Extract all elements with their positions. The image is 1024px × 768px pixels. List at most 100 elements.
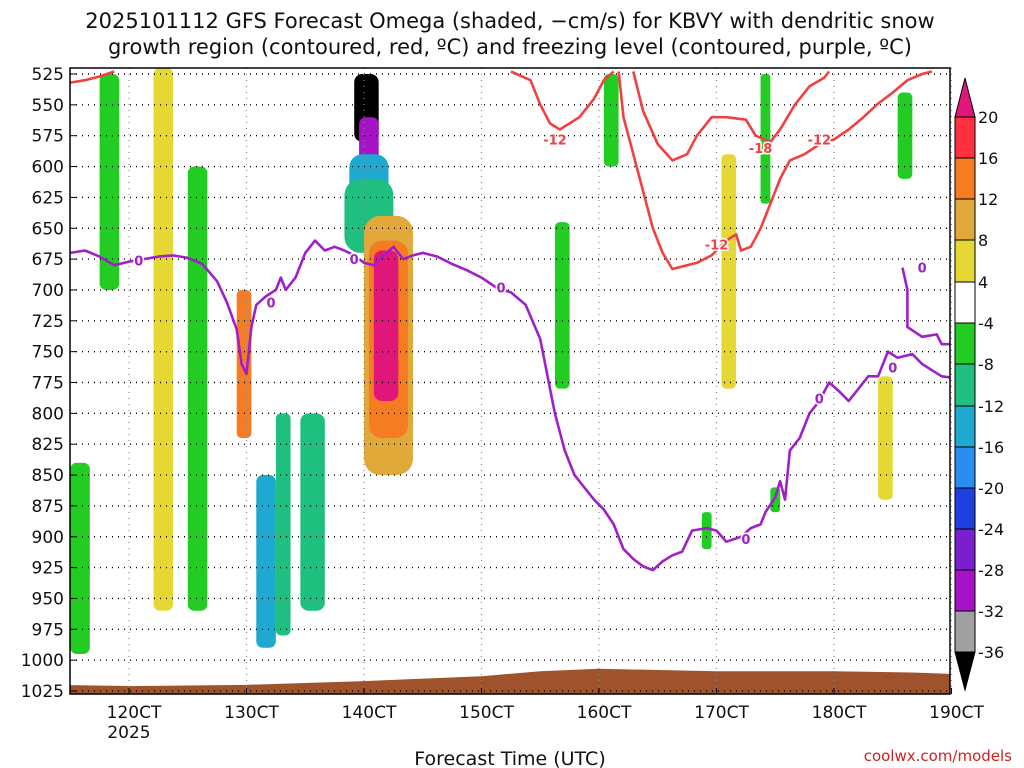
colorbar-swatch xyxy=(954,528,976,571)
x-tick-label: 170CT xyxy=(694,703,749,723)
dgz-contour-minus12-right xyxy=(510,70,615,131)
contour-label: 0 xyxy=(741,533,750,548)
contour-label: 0 xyxy=(497,281,506,296)
colorbar-tick-label: -4 xyxy=(978,314,994,333)
y-tick-label: 800 xyxy=(32,404,64,424)
colorbar-tick-label: 16 xyxy=(978,149,998,168)
colorbar-tick-label: 20 xyxy=(978,108,998,127)
contour-label: 0 xyxy=(134,254,143,269)
colorbar-swatch xyxy=(954,239,976,283)
colorbar-swatch xyxy=(954,487,976,530)
omega-region xyxy=(701,512,712,550)
y-axis-ticks: 525 550 575 600 625 650 675 700 725 750 775 800 825 8… xyxy=(21,65,76,702)
x-tick-label: 150CT xyxy=(459,703,514,723)
y-tick-label: 850 xyxy=(32,466,64,486)
colorbar-tick-label: -20 xyxy=(978,479,1004,498)
y-tick-label: 775 xyxy=(32,374,64,394)
y-tick-label: 600 xyxy=(32,158,64,178)
y-tick-label: 675 xyxy=(32,250,64,270)
colorbar-tick-label: -16 xyxy=(978,438,1004,457)
colorbar-tick-label: -8 xyxy=(978,355,994,374)
omega-region xyxy=(721,154,737,389)
colorbar-tick-label: -24 xyxy=(978,520,1004,539)
dgz-contour-minus12-lower xyxy=(617,70,933,271)
colorbar-swatch xyxy=(954,322,976,365)
colorbar-swatch xyxy=(954,281,976,324)
x-tick-label: 120CT xyxy=(107,703,162,723)
y-tick-label: 875 xyxy=(32,497,64,517)
x-tick-label: 130CT xyxy=(224,703,279,723)
colorbar-swatch xyxy=(954,610,976,653)
colorbar-tick-label: 12 xyxy=(978,190,998,209)
freezing-level-contour-branch xyxy=(901,267,950,346)
colorbar-tick-label: 8 xyxy=(978,231,988,250)
y-tick-label: 975 xyxy=(32,620,64,640)
y-tick-label: 1025 xyxy=(21,682,64,702)
contour-label: 0 xyxy=(266,296,275,311)
grid-lines xyxy=(70,68,953,694)
y-tick-label: 1000 xyxy=(21,651,64,671)
plot-frame xyxy=(69,67,951,695)
colorbar-swatch xyxy=(954,569,976,612)
colorbar-tick-label: 4 xyxy=(978,273,988,292)
colorbar-swatch xyxy=(954,198,976,241)
contour-label: 0 xyxy=(815,393,824,408)
omega-region xyxy=(256,475,276,648)
contour-lines xyxy=(70,70,950,572)
y-tick-label: 725 xyxy=(32,312,64,332)
omega-region xyxy=(236,289,252,439)
omega-region xyxy=(300,413,325,611)
dgz-contour-minus12-left xyxy=(70,70,115,84)
y-tick-label: 550 xyxy=(32,96,64,116)
contour-label: -12 xyxy=(808,133,832,148)
y-tick-label: 900 xyxy=(32,528,64,548)
omega-region xyxy=(187,166,208,611)
colorbar-bottom-triangle xyxy=(954,651,976,692)
y-tick-label: 575 xyxy=(32,127,64,147)
colorbar-tick-label: -12 xyxy=(978,397,1004,416)
colorbar-swatch xyxy=(954,363,976,407)
contour-label: 0 xyxy=(918,262,927,277)
x-tick-label: 180CT xyxy=(812,703,867,723)
y-tick-label: 925 xyxy=(32,559,64,579)
y-tick-label: 750 xyxy=(32,343,64,363)
site-credit: coolwx.com/models xyxy=(864,747,1012,765)
omega-region xyxy=(878,376,893,500)
omega-region xyxy=(373,250,399,402)
terrain-fill xyxy=(70,668,950,694)
freezing-level-contour xyxy=(70,239,950,572)
x-year-label: 2025 xyxy=(107,723,150,743)
omega-region xyxy=(99,74,120,290)
y-tick-label: 625 xyxy=(32,188,64,208)
x-tick-label: 190CT xyxy=(929,703,984,723)
contour-labels: 0 0 0 0 0 0 0 0 -12 -18 -12 -12 xyxy=(133,132,928,550)
omega-shading xyxy=(70,68,913,654)
title-line-1: 2025101112 GFS Forecast Omega (shaded, −… xyxy=(85,9,934,33)
omega-region xyxy=(70,462,90,654)
y-tick-label: 950 xyxy=(32,589,64,609)
contour-label: -12 xyxy=(543,133,567,148)
omega-region xyxy=(153,68,174,611)
terrain-surface xyxy=(70,668,950,694)
x-tick-label: 160CT xyxy=(577,703,632,723)
omega-region xyxy=(554,222,570,389)
colorbar-swatch xyxy=(954,157,976,200)
x-axis-ticks: 120CT 130CT 140CT 150CT 160CT 170CT 180CT 190CT xyxy=(107,688,984,723)
y-tick-label: 700 xyxy=(32,281,64,301)
omega-region xyxy=(603,74,619,167)
title-line-2: growth region (contoured, red, ºC) and f… xyxy=(108,35,912,59)
colorbar-swatch xyxy=(954,446,976,489)
omega-region xyxy=(275,413,291,636)
x-axis-label: Forecast Time (UTC) xyxy=(414,748,605,768)
colorbar-swatch xyxy=(954,405,976,448)
colorbar: 20 16 12 8 4 -4 -8 -12 -16 -20 -24 -28 -32 -36 xyxy=(954,77,1004,692)
colorbar-tick-label: -28 xyxy=(978,561,1004,580)
colorbar-swatch xyxy=(954,116,976,159)
contour-label: 0 xyxy=(350,253,359,268)
contour-label: 0 xyxy=(888,362,897,377)
y-tick-label: 525 xyxy=(32,65,64,85)
y-tick-label: 650 xyxy=(32,219,64,239)
y-tick-label: 825 xyxy=(32,435,64,455)
x-tick-label: 140CT xyxy=(342,703,397,723)
